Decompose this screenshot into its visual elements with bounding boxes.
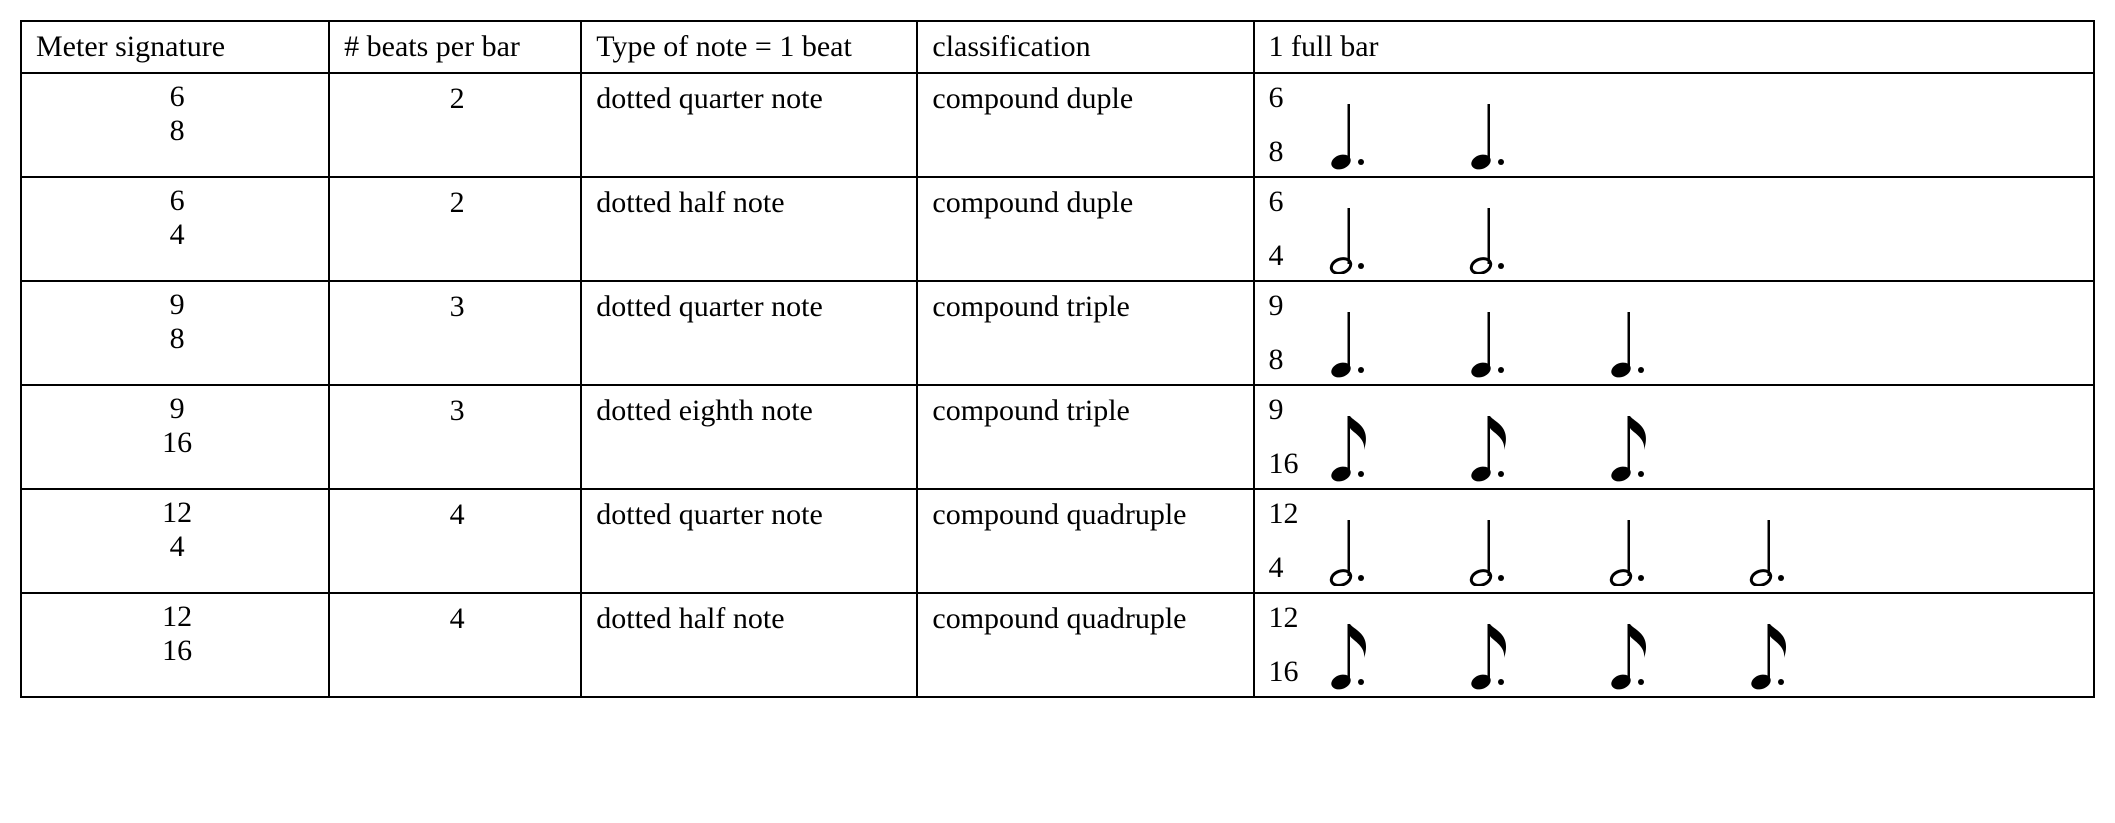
meter-bottom: 16 xyxy=(36,426,318,461)
cell-classification: compound quadruple xyxy=(917,489,1253,593)
col-header-meter: Meter signature xyxy=(21,21,329,73)
table-row: 642dotted half notecompound duple64 xyxy=(21,177,2094,281)
cell-beats: 4 xyxy=(329,489,581,593)
col-header-class: classification xyxy=(917,21,1253,73)
meter-bottom: 8 xyxy=(36,322,318,357)
cell-meter-signature: 68 xyxy=(21,73,329,177)
bar-ts-bottom: 8 xyxy=(1269,344,1284,376)
cell-full-bar: 64 xyxy=(1254,177,2094,281)
music-note-icon xyxy=(1607,402,1657,482)
bar-notes xyxy=(1327,496,1797,586)
col-header-bar: 1 full bar xyxy=(1254,21,2094,73)
meter-bottom: 16 xyxy=(36,634,318,669)
col-header-beats: # beats per bar xyxy=(329,21,581,73)
bar-notes xyxy=(1327,184,1517,274)
bar-ts-top: 9 xyxy=(1269,290,1284,322)
music-note-icon xyxy=(1327,506,1377,586)
cell-classification: compound duple xyxy=(917,73,1253,177)
music-note-icon xyxy=(1607,610,1657,690)
bar-ts-bottom: 8 xyxy=(1269,136,1284,168)
bar-time-signature: 12 4 xyxy=(1269,496,1309,586)
bar-ts-bottom: 16 xyxy=(1269,448,1299,480)
bar-time-signature: 9 16 xyxy=(1269,392,1309,482)
cell-meter-signature: 1216 xyxy=(21,593,329,697)
music-note-icon xyxy=(1607,298,1657,378)
music-note-icon xyxy=(1467,194,1517,274)
music-note-icon xyxy=(1327,194,1377,274)
bar-ts-top: 12 xyxy=(1269,498,1299,530)
table-row: 1244dotted quarter notecompound quadrupl… xyxy=(21,489,2094,593)
music-note-icon xyxy=(1327,402,1377,482)
cell-note-type: dotted eighth note xyxy=(581,385,917,489)
meter-top: 9 xyxy=(36,288,318,323)
meter-bottom: 8 xyxy=(36,114,318,149)
meter-top: 9 xyxy=(36,392,318,427)
table-row: 983dotted quarter notecompound triple98 xyxy=(21,281,2094,385)
bar-notes xyxy=(1327,288,1657,378)
meter-top: 12 xyxy=(36,496,318,531)
bar-ts-bottom: 4 xyxy=(1269,240,1284,272)
bar-time-signature: 12 16 xyxy=(1269,600,1309,690)
music-note-icon xyxy=(1747,610,1797,690)
cell-meter-signature: 124 xyxy=(21,489,329,593)
music-note-icon xyxy=(1467,610,1517,690)
music-note-icon xyxy=(1467,298,1517,378)
cell-meter-signature: 64 xyxy=(21,177,329,281)
cell-meter-signature: 98 xyxy=(21,281,329,385)
bar-time-signature: 68 xyxy=(1269,80,1309,170)
music-note-icon xyxy=(1467,506,1517,586)
cell-beats: 2 xyxy=(329,73,581,177)
cell-meter-signature: 916 xyxy=(21,385,329,489)
cell-classification: compound duple xyxy=(917,177,1253,281)
cell-note-type: dotted quarter note xyxy=(581,281,917,385)
cell-classification: compound triple xyxy=(917,385,1253,489)
table-row: 682dotted quarter notecompound duple68 xyxy=(21,73,2094,177)
table-header-row: Meter signature # beats per bar Type of … xyxy=(21,21,2094,73)
bar-notes xyxy=(1327,600,1797,690)
bar-ts-bottom: 4 xyxy=(1269,552,1284,584)
music-note-icon xyxy=(1467,402,1517,482)
cell-note-type: dotted quarter note xyxy=(581,489,917,593)
bar-notes xyxy=(1327,392,1657,482)
cell-note-type: dotted half note xyxy=(581,593,917,697)
bar-ts-bottom: 16 xyxy=(1269,656,1299,688)
music-note-icon xyxy=(1607,506,1657,586)
cell-beats: 3 xyxy=(329,281,581,385)
cell-beats: 2 xyxy=(329,177,581,281)
music-note-icon xyxy=(1327,298,1377,378)
cell-beats: 3 xyxy=(329,385,581,489)
meter-top: 6 xyxy=(36,184,318,219)
cell-note-type: dotted half note xyxy=(581,177,917,281)
cell-full-bar: 12 4 xyxy=(1254,489,2094,593)
table-row: 9163dotted eighth notecompound triple916 xyxy=(21,385,2094,489)
bar-ts-top: 12 xyxy=(1269,602,1299,634)
bar-time-signature: 64 xyxy=(1269,184,1309,274)
bar-time-signature: 98 xyxy=(1269,288,1309,378)
meter-bottom: 4 xyxy=(36,530,318,565)
meter-table: Meter signature # beats per bar Type of … xyxy=(20,20,2095,698)
table-row: 12164dotted half notecompound quadruple1… xyxy=(21,593,2094,697)
music-note-icon xyxy=(1747,506,1797,586)
meter-bottom: 4 xyxy=(36,218,318,253)
bar-notes xyxy=(1327,80,1517,170)
music-note-icon xyxy=(1467,90,1517,170)
cell-beats: 4 xyxy=(329,593,581,697)
bar-ts-top: 6 xyxy=(1269,82,1284,114)
cell-full-bar: 12 16 xyxy=(1254,593,2094,697)
cell-classification: compound quadruple xyxy=(917,593,1253,697)
bar-ts-top: 9 xyxy=(1269,394,1284,426)
cell-classification: compound triple xyxy=(917,281,1253,385)
bar-ts-top: 6 xyxy=(1269,186,1284,218)
col-header-type: Type of note = 1 beat xyxy=(581,21,917,73)
music-note-icon xyxy=(1327,610,1377,690)
music-note-icon xyxy=(1327,90,1377,170)
cell-full-bar: 98 xyxy=(1254,281,2094,385)
meter-top: 6 xyxy=(36,80,318,115)
cell-full-bar: 9 16 xyxy=(1254,385,2094,489)
cell-note-type: dotted quarter note xyxy=(581,73,917,177)
cell-full-bar: 68 xyxy=(1254,73,2094,177)
meter-top: 12 xyxy=(36,600,318,635)
